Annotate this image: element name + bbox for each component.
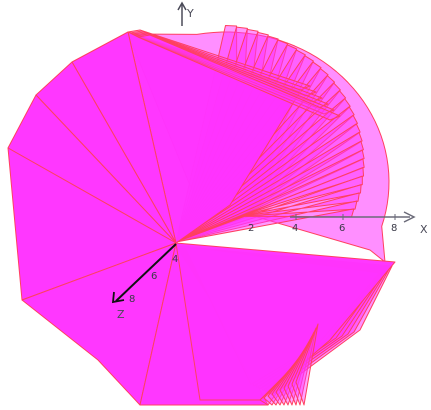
surface-main-facets [7,29,341,301]
z-axis-arrowhead [111,291,125,304]
x-tick-label: 4 [292,223,298,234]
z-tick-label: 8 [129,294,135,305]
surface-facet [291,327,317,406]
y-axis-arrowhead [177,1,187,11]
y-axis-label: Y [186,7,194,20]
z-axis-line [115,243,177,302]
x-tick-label: 6 [339,223,345,234]
surface-facet [295,323,319,406]
z-axis-label: Z [117,308,125,321]
surface-facet [131,31,323,103]
surface-facet [137,34,341,121]
x-axis: X 2 4 6 8 [248,211,428,236]
surface-facet [135,33,335,115]
x-tick-label: 8 [391,223,397,234]
surface-front-stack [21,242,396,406]
y-axis: Y [177,1,194,26]
z-tick-label: 6 [151,271,157,282]
z-axis: Z 4 6 8 [111,243,178,321]
x-tick-label: 2 [248,223,254,234]
surface-facet [133,32,329,109]
z-tick-label: 4 [172,254,178,265]
x-axis-arrowhead [403,211,416,223]
surface-facet [175,208,355,243]
x-axis-label: X [420,223,428,236]
